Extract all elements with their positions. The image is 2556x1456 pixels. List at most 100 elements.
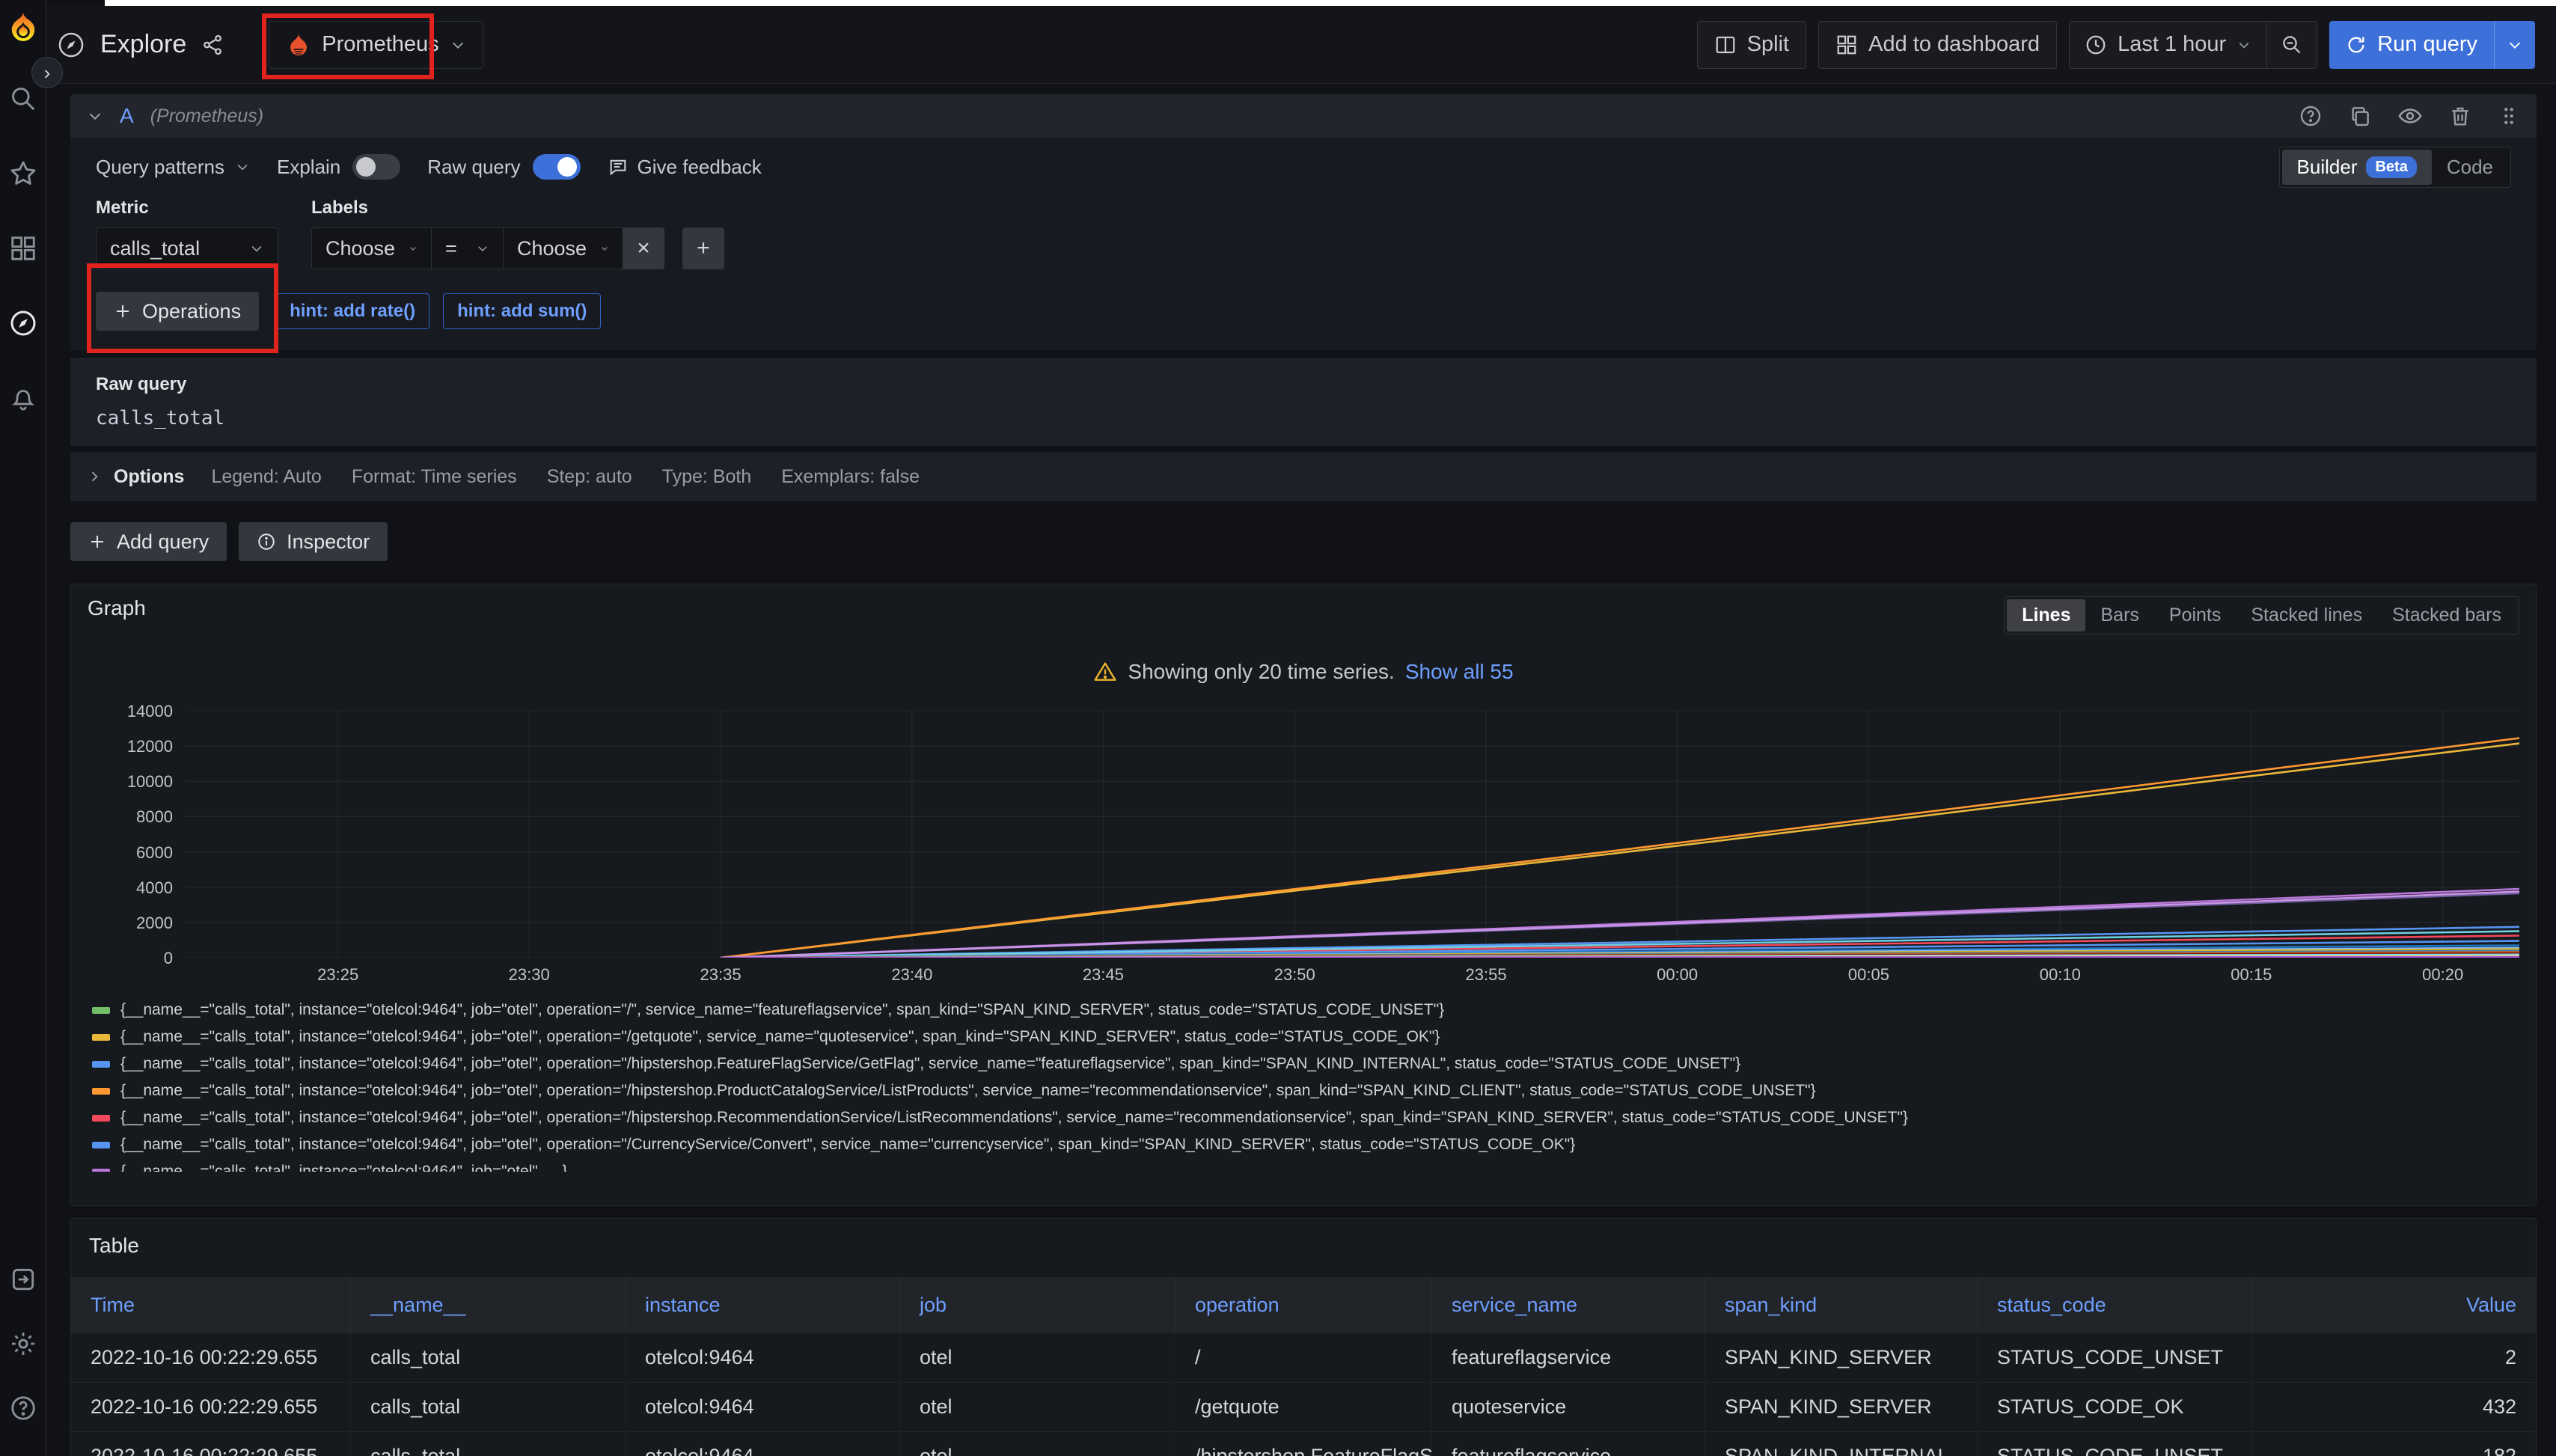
hide-response-eye-icon[interactable]: [2397, 103, 2423, 129]
x-tick-label: 00:20: [2422, 965, 2464, 984]
add-query-button[interactable]: Add query: [70, 522, 227, 561]
explore-title-compass-icon: [57, 31, 85, 59]
y-tick-label: 14000: [126, 702, 173, 721]
alerting-bell-icon[interactable]: [7, 382, 40, 415]
legend-label: {__name__="calls_total", instance="otelc…: [120, 1163, 568, 1172]
table-header-span-kind[interactable]: span_kind: [1705, 1277, 1978, 1333]
plus-icon: [91, 536, 103, 548]
remove-query-trash-icon[interactable]: [2448, 104, 2472, 128]
builder-code-switch: Builder Beta Code: [2278, 146, 2511, 188]
add-to-dashboard-button[interactable]: Add to dashboard: [1818, 20, 2058, 69]
raw-query-block: Raw query calls_total: [70, 358, 2537, 446]
x-tick-label: 23:45: [1082, 965, 1124, 984]
raw-query-toggle[interactable]: [532, 154, 581, 180]
raw-query-toggle-wrap: Raw query: [427, 154, 581, 180]
table-header-row: Time __name__ instance job operation service_…: [71, 1277, 2536, 1333]
inspector-button[interactable]: Inspector: [239, 522, 388, 561]
legend-item-2[interactable]: {__name__="calls_total", instance="otelc…: [92, 1024, 2519, 1050]
run-query-button[interactable]: Run query: [2329, 21, 2494, 69]
query-hint-button-2[interactable]: hint: add sum(): [443, 293, 602, 329]
beta-badge: Beta: [2366, 156, 2417, 178]
table-header---name--[interactable]: __name__: [351, 1277, 626, 1333]
run-query-caret-button[interactable]: [2494, 20, 2535, 69]
graph-mode-points[interactable]: Points: [2154, 599, 2236, 631]
legend-item-7[interactable]: {__name__="calls_total", instance="otelc…: [92, 1158, 2519, 1172]
graph-series-warning: Showing only 20 time series. Show all 55: [88, 655, 2519, 688]
add-operations-button[interactable]: Operations: [96, 292, 260, 331]
give-feedback-button[interactable]: Give feedback: [608, 156, 762, 179]
label-name-select[interactable]: Choose: [311, 227, 431, 269]
add-label-filter-button[interactable]: +: [682, 227, 724, 269]
metric-select[interactable]: calls_total: [96, 227, 278, 269]
search-icon[interactable]: [7, 82, 40, 115]
drag-handle-icon[interactable]: [2498, 105, 2520, 127]
table-cell: /hipstershop.FeatureFlagServi…: [1175, 1431, 1432, 1456]
code-tab[interactable]: Code: [2432, 150, 2508, 185]
explain-toggle-wrap: Explain: [277, 154, 401, 180]
query-help-icon[interactable]: [2299, 104, 2323, 128]
grafana-logo-icon[interactable]: [7, 10, 40, 43]
share-icon[interactable]: [201, 34, 224, 56]
help-icon[interactable]: [7, 1392, 40, 1425]
table-cell: 182: [2253, 1431, 2536, 1456]
builder-tab[interactable]: Builder Beta: [2281, 149, 2432, 185]
starred-icon[interactable]: [7, 157, 40, 190]
table-header-instance[interactable]: instance: [626, 1277, 900, 1333]
operations-label: Operations: [142, 299, 242, 322]
browser-top-strip: [105, 0, 2556, 6]
table-header-value[interactable]: Value: [2253, 1277, 2536, 1333]
query-row-header[interactable]: A (Prometheus): [70, 94, 2537, 138]
label-operator-value: =: [445, 236, 457, 260]
legend-swatch: [92, 1060, 110, 1068]
settings-gear-icon[interactable]: [7, 1327, 40, 1360]
legend-label: {__name__="calls_total", instance="otelc…: [120, 1109, 1908, 1126]
duplicate-query-icon[interactable]: [2348, 104, 2372, 128]
legend-item-5[interactable]: {__name__="calls_total", instance="otelc…: [92, 1104, 2519, 1131]
query-patterns-button[interactable]: Query patterns: [96, 156, 250, 179]
graph-mode-stacked-bars[interactable]: Stacked bars: [2377, 599, 2516, 631]
sidebar-expand-button[interactable]: ›: [31, 57, 63, 88]
option-summary-2: Format: Time series: [351, 465, 517, 487]
x-tick-label: 23:40: [891, 965, 933, 984]
dashboards-icon[interactable]: [7, 232, 40, 265]
sign-in-icon[interactable]: [7, 1263, 40, 1296]
explain-toggle[interactable]: [352, 154, 401, 180]
time-zoom-out-button[interactable]: [2266, 21, 2317, 68]
legend-item-4[interactable]: {__name__="calls_total", instance="otelc…: [92, 1077, 2519, 1104]
plot-area: 23:25 23:30 23:35 23:40 23:45 23:50 23:55 00:00…: [185, 711, 2519, 989]
graph-mode-stacked-lines[interactable]: Stacked lines: [2236, 599, 2377, 631]
x-tick-label: 23:25: [317, 965, 359, 984]
x-tick-label: 00:10: [2039, 965, 2081, 984]
secondary-actions: Add query Inspector: [70, 522, 2537, 561]
give-feedback-label: Give feedback: [637, 155, 762, 178]
table-header-operation[interactable]: operation: [1175, 1277, 1432, 1333]
query-hint-button-1[interactable]: hint: add rate(): [275, 293, 430, 329]
query-header-actions: [2299, 103, 2520, 129]
time-range-button[interactable]: Last 1 hour: [2070, 22, 2266, 68]
label-value-select[interactable]: Choose: [503, 227, 623, 269]
legend-item-1[interactable]: {__name__="calls_total", instance="otelc…: [92, 997, 2519, 1024]
option-summary-4: Type: Both: [661, 465, 752, 487]
legend-item-3[interactable]: {__name__="calls_total", instance="otelc…: [92, 1050, 2519, 1077]
chevron-down-icon: [452, 42, 463, 49]
table-header-service-name[interactable]: service_name: [1432, 1277, 1705, 1333]
graph-mode-lines[interactable]: Lines: [2007, 599, 2086, 631]
time-series-chart[interactable]: 14000 12000 10000 8000 6000 4000 2000 0 23:25 23…: [88, 702, 2519, 989]
show-all-series-link[interactable]: Show all 55: [1404, 660, 1514, 683]
collapse-chevron-icon[interactable]: [87, 108, 103, 124]
datasource-picker[interactable]: Prometheus: [269, 20, 483, 69]
query-editor: Query patterns Explain Raw query Give fe…: [70, 138, 2537, 350]
explore-compass-icon[interactable]: [7, 307, 40, 340]
apps-grid-icon: [1837, 35, 1856, 54]
table-header-status-code[interactable]: status_code: [1978, 1277, 2253, 1333]
options-expand-button[interactable]: Options: [87, 466, 184, 488]
y-axis: 14000 12000 10000 8000 6000 4000 2000 0: [88, 702, 185, 967]
table-header-time[interactable]: Time: [71, 1277, 351, 1333]
label-operator-select[interactable]: =: [431, 227, 503, 269]
split-button[interactable]: Split: [1696, 20, 1807, 69]
table-header-job[interactable]: job: [900, 1277, 1175, 1333]
legend-item-6[interactable]: {__name__="calls_total", instance="otelc…: [92, 1131, 2519, 1158]
remove-label-filter-button[interactable]: ×: [623, 227, 664, 269]
graph-mode-bars[interactable]: Bars: [2085, 599, 2153, 631]
table-body: 2022-10-16 00:22:29.655 calls_total otelco…: [71, 1333, 2536, 1456]
